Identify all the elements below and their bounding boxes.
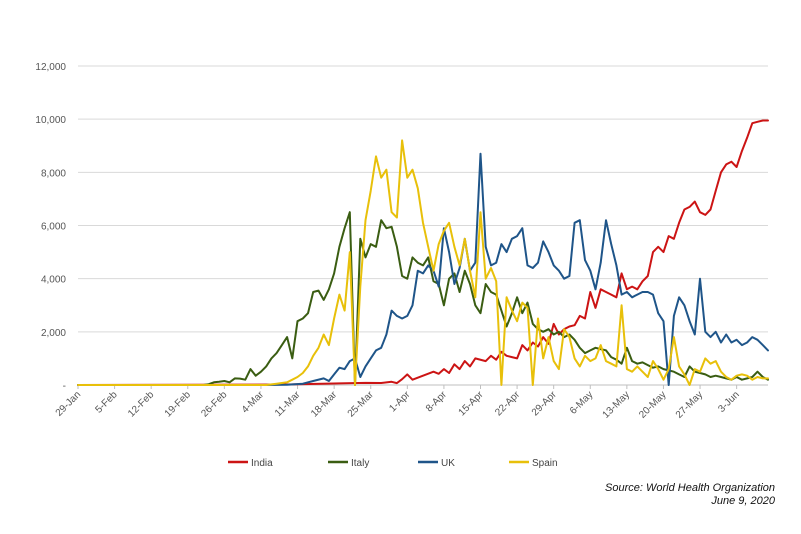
x-tick-label: 25-Mar: [346, 389, 377, 420]
source-note: Source: World Health Organization June 9…: [605, 482, 775, 508]
source-date: June 9, 2020: [711, 495, 775, 507]
legend-label-uk: UK: [441, 458, 455, 469]
source-line: Source: World Health Organization: [605, 482, 775, 494]
legend-entry-uk: UK: [418, 458, 455, 469]
x-tick-label: 29-Apr: [530, 389, 559, 418]
x-tick-label: 27-May: [674, 389, 705, 420]
series-line-spain: [77, 139, 769, 386]
series-lines: [77, 119, 769, 386]
x-tick-label: 12-Feb: [126, 389, 156, 419]
x-tick-label: 13-May: [601, 389, 632, 420]
legend-label-spain: Spain: [532, 458, 558, 469]
legend: India Italy UK Spain: [228, 458, 558, 469]
x-tick-label: 4-Mar: [240, 389, 267, 416]
x-tick-label: 15-Apr: [457, 389, 486, 418]
legend-label-india: India: [251, 458, 273, 469]
x-tick-label: 3-Jun: [716, 389, 741, 414]
series-line-italy: [77, 211, 769, 386]
x-tick-label: 20-May: [637, 389, 668, 420]
legend-entry-italy: Italy: [328, 458, 369, 469]
x-tick-label: 22-Apr: [493, 389, 522, 418]
x-tick-label: 6-May: [568, 389, 595, 416]
series-line-uk: [77, 152, 769, 386]
x-tick-label: 19-Feb: [163, 389, 193, 419]
series-line-india: [77, 119, 769, 386]
y-tick-label: -: [63, 381, 66, 392]
x-tick-label: 8-Apr: [424, 389, 450, 415]
legend-label-italy: Italy: [351, 458, 369, 469]
x-tick-label: 29-Jan: [54, 389, 83, 418]
x-axis: 29-Jan 5-Feb 12-Feb 19-Feb 26-Feb 4-Mar 11-Mar…: [54, 385, 742, 421]
legend-entry-spain: Spain: [509, 458, 558, 469]
x-tick-label: 1-Apr: [387, 389, 413, 415]
x-tick-label: 26-Feb: [199, 389, 229, 419]
y-tick-label: 2,000: [41, 328, 66, 339]
x-tick-label: 18-Mar: [309, 389, 340, 420]
y-tick-label: 10,000: [35, 115, 66, 126]
legend-entry-india: India: [228, 458, 273, 469]
y-tick-label: 12,000: [35, 62, 66, 73]
y-tick-label: 6,000: [41, 222, 66, 233]
y-tick-label: 4,000: [41, 275, 66, 286]
gridlines: [78, 65, 768, 386]
y-tick-label: 8,000: [41, 168, 66, 179]
y-axis: - 2,000 4,000 6,000 8,000 10,000 12,000: [35, 62, 66, 392]
x-tick-label: 11-Mar: [273, 389, 303, 419]
x-tick-label: 5-Feb: [93, 389, 120, 416]
